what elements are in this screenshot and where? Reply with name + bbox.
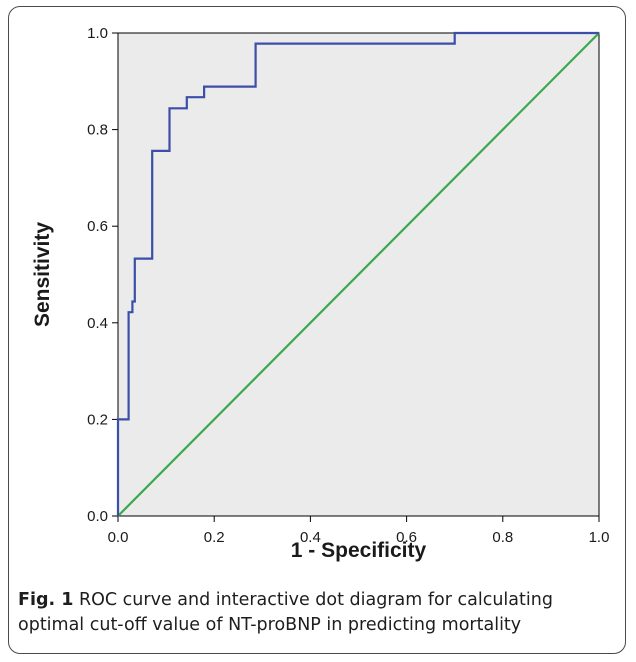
- x-tick-label: 0.4: [300, 529, 321, 546]
- y-tick-label: 0.0: [87, 508, 108, 525]
- reference-diagonal-line: [117, 32, 600, 517]
- x-tick-label: 0.6: [396, 529, 417, 546]
- y-tick-label: 0.2: [87, 411, 108, 428]
- x-tick-label: 0.8: [492, 529, 513, 546]
- x-tick-label: 0.2: [204, 529, 225, 546]
- x-tick-label: 1.0: [589, 529, 610, 546]
- x-tick-label: 0.0: [108, 529, 129, 546]
- figure-caption: Fig. 1 ROC curve and interactive dot dia…: [18, 588, 614, 638]
- caption-text: ROC curve and interactive dot diagram fo…: [18, 590, 553, 635]
- y-tick-label: 0.8: [87, 122, 108, 139]
- y-tick-label: 0.6: [87, 218, 108, 235]
- x-axis-label: 1 - Specificity: [291, 539, 427, 562]
- y-tick-label: 0.4: [87, 315, 108, 332]
- caption-label: Fig. 1: [18, 590, 74, 610]
- y-axis-label: Sensitivity: [31, 222, 54, 327]
- y-tick-label: 1.0: [87, 25, 108, 42]
- roc-chart: 0.0 0.2 0.4 0.6 0.8 1.0 0.0 0.2 0.4 0.6 0.8 1.0 1 -…: [31, 25, 610, 562]
- roc-curve-line: [116, 31, 599, 516]
